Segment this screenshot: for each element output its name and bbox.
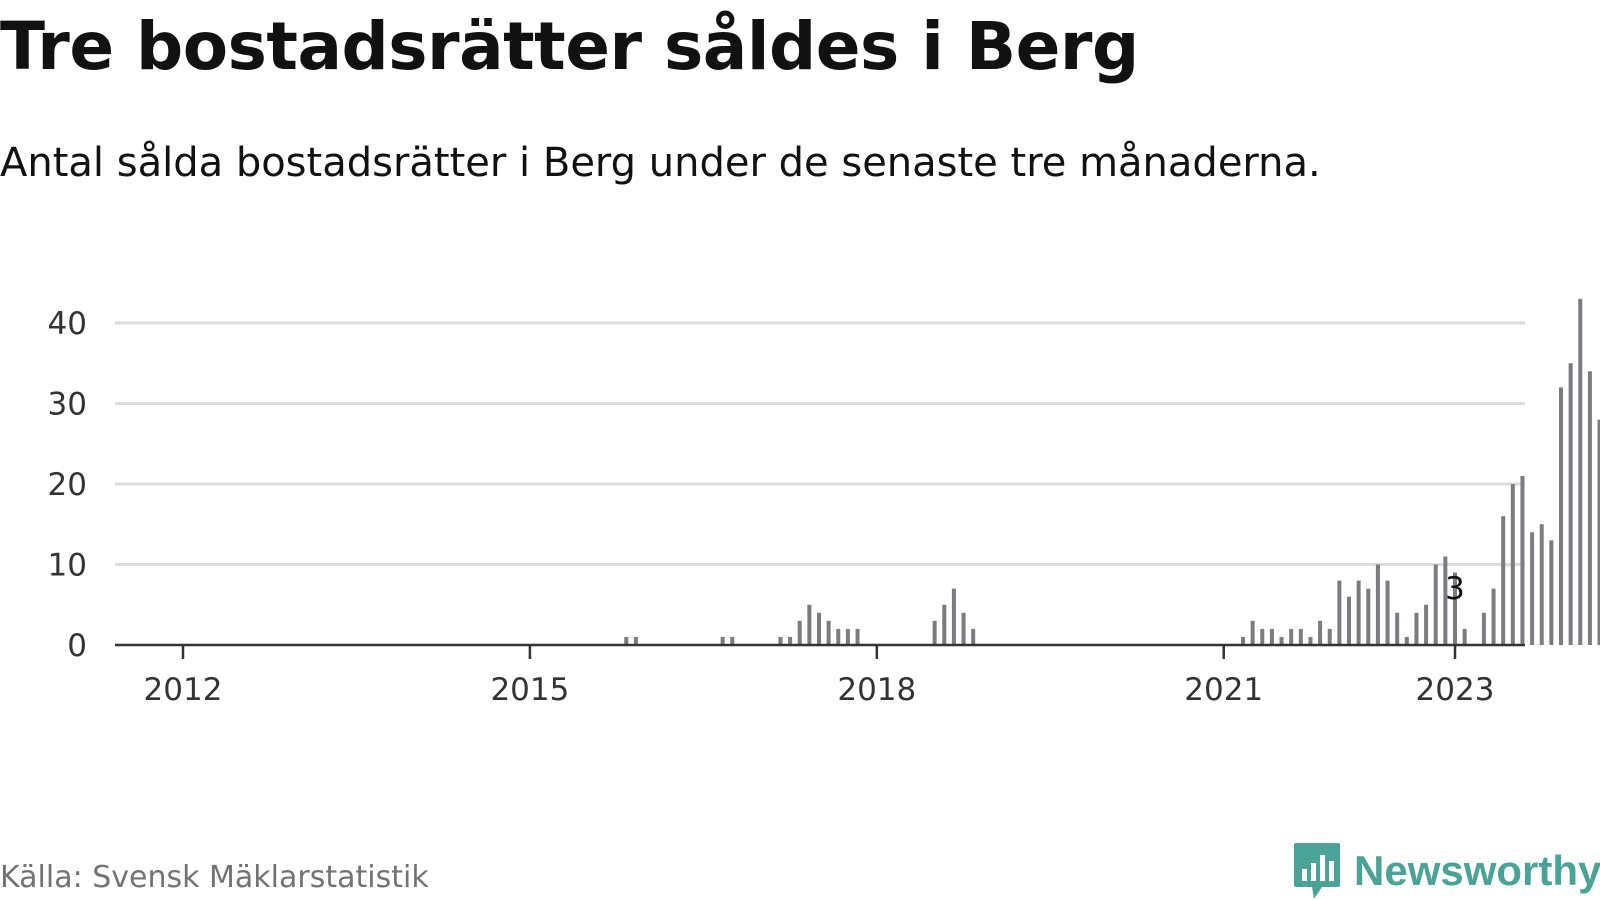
bar (951, 588, 956, 645)
bar-chart-speech-bubble-icon (1294, 843, 1340, 899)
bar (1414, 612, 1419, 645)
bar (1424, 604, 1429, 645)
bars (624, 298, 1600, 645)
bar (1385, 580, 1390, 645)
bar (1520, 475, 1525, 645)
bar (971, 628, 976, 645)
bar (1269, 628, 1274, 645)
bar (826, 620, 831, 645)
bar (1559, 387, 1563, 645)
bar (1453, 572, 1457, 645)
bar (1530, 532, 1535, 645)
bar (1510, 484, 1515, 645)
bar (1501, 516, 1506, 645)
bar (1404, 636, 1409, 645)
data-label: 3 (1445, 571, 1465, 607)
bar (1289, 628, 1294, 645)
bar (845, 628, 850, 645)
bar (1587, 371, 1592, 645)
bar (1327, 628, 1332, 645)
bar (1366, 588, 1371, 645)
gridlines (115, 321, 1525, 566)
bar (1347, 596, 1351, 645)
bar (1337, 580, 1342, 645)
bar (1481, 612, 1486, 645)
bar (1539, 524, 1544, 645)
bar (817, 612, 821, 645)
bar (1395, 612, 1400, 645)
bar (932, 620, 937, 645)
bar (1491, 588, 1496, 645)
bar (1375, 564, 1380, 645)
bar (1578, 298, 1583, 645)
bar (836, 628, 841, 645)
bar (1462, 628, 1467, 645)
x-tick-label: 2015 (490, 672, 569, 708)
chart-subtitle: Antal sålda bostadsrätter i Berg under d… (0, 140, 1321, 186)
bar (1260, 628, 1265, 645)
bar (961, 612, 966, 645)
bar (807, 604, 812, 645)
bar (633, 636, 638, 645)
bar (1597, 419, 1600, 645)
bar (1279, 636, 1284, 645)
x-tick-label: 2021 (1184, 672, 1263, 708)
brand-name: Newsworthy (1354, 847, 1600, 894)
bar (855, 628, 860, 645)
x-tick-label: 2023 (1416, 672, 1495, 708)
y-tick-label: 0 (67, 628, 87, 664)
bar (1549, 540, 1554, 645)
x-tick-label: 2018 (837, 672, 916, 708)
bar (1443, 556, 1448, 645)
y-tick-label: 40 (48, 306, 87, 342)
bar (788, 636, 793, 645)
bar (1356, 580, 1361, 645)
bar (797, 620, 802, 645)
bar (1298, 628, 1303, 645)
bar (1241, 636, 1245, 645)
bar (730, 636, 735, 645)
y-tick-label: 10 (48, 548, 87, 584)
axes (115, 643, 1525, 659)
bar (1318, 620, 1323, 645)
bar (624, 636, 629, 645)
brand-logo: Newsworthy (1292, 841, 1600, 900)
bar (1433, 564, 1438, 645)
x-tick-label: 2012 (144, 672, 223, 708)
y-tick-label: 30 (48, 387, 87, 423)
bar (778, 636, 783, 645)
tick-labels: 0 10 20 30 40 2012 2015 2018 2021 2023 3 (48, 306, 1495, 708)
bar (720, 636, 725, 645)
chart-title: Tre bostadsrätter såldes i Berg (0, 8, 1139, 85)
bar (1250, 620, 1255, 645)
bar (942, 604, 947, 645)
source-note: Källa: Svensk Mäklarstatistik (0, 860, 429, 895)
y-tick-label: 20 (48, 467, 87, 503)
bar (1308, 636, 1313, 645)
bar (1568, 363, 1573, 645)
